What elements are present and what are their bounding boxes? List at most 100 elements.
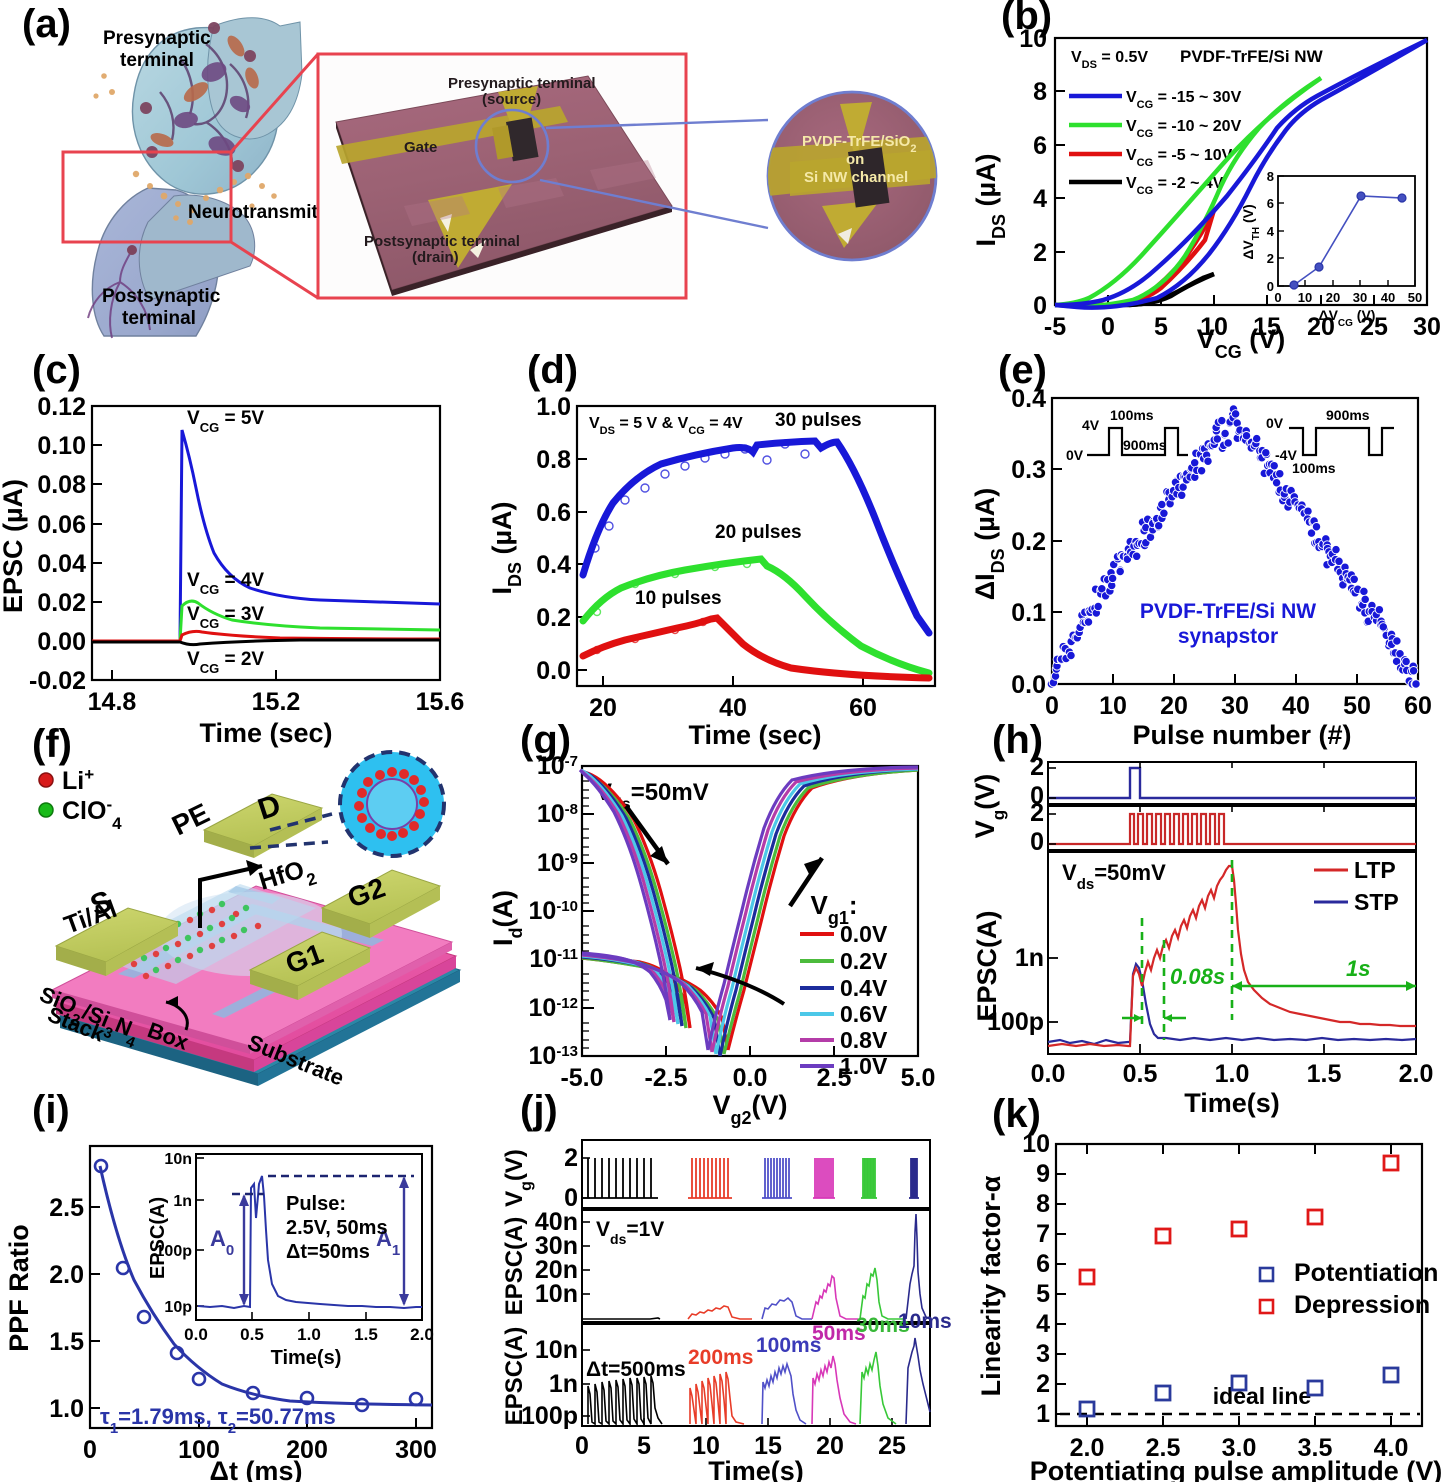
svg-text:25: 25 — [1360, 313, 1388, 341]
svg-text:10-10: 10-10 — [529, 897, 579, 925]
plot-frame — [1054, 1142, 1424, 1428]
svg-text:7: 7 — [1036, 1220, 1050, 1248]
x-axis-label: Potentiating pulse amplitude (V) — [1030, 1456, 1443, 1482]
annotation-30-pulses: 30 pulses — [775, 410, 862, 431]
svg-text:0.06: 0.06 — [37, 511, 86, 539]
inset-pulse-right: 0V -4V 100ms 900ms — [1266, 407, 1394, 476]
svg-text:3: 3 — [1036, 1340, 1050, 1368]
label-30ms: 30ms — [856, 1314, 910, 1337]
y-axis-label: ΔIDS (µA) — [970, 488, 1008, 600]
presynaptic-label-line1: Presynaptic — [103, 28, 211, 49]
svg-text:3.0: 3.0 — [1222, 1434, 1257, 1462]
svg-text:25: 25 — [878, 1432, 906, 1460]
box-arrow — [165, 996, 189, 1031]
y-axis-label: IDS (µA) — [487, 501, 525, 594]
data-curves — [92, 429, 441, 647]
note-line-2: synapstor — [1178, 625, 1278, 648]
epsc-linear-ticks — [582, 1221, 590, 1295]
annotation-1s: 1s — [1346, 956, 1370, 981]
svg-text:1.5: 1.5 — [49, 1328, 84, 1356]
inset-a0-label: A0 — [210, 1226, 234, 1259]
epsc-ytick-labels: 1n 100p — [987, 944, 1044, 1036]
svg-text:50: 50 — [1343, 692, 1371, 720]
legend-label-0: VCG = -15 ~ 30V — [1126, 89, 1242, 111]
legend-label-2: 0.4V — [840, 975, 888, 1001]
annotation-0-08s: 0.08s — [1170, 964, 1225, 989]
stp-ytick-labels: 20 — [1030, 753, 1044, 810]
label-500ms: Δt=500ms — [586, 1358, 686, 1381]
legend-label-5: 1.0V — [840, 1053, 888, 1079]
label-200ms: 200ms — [688, 1346, 753, 1369]
potentiation-markers — [1078, 1366, 1400, 1418]
x-ticks — [111, 670, 441, 680]
inset-right-width-label: 100ms — [1292, 460, 1336, 476]
x-ticks — [89, 1418, 417, 1428]
panel-d-chart: 0.0 0.2 0.4 0.6 0.8 1.0 20 40 60 IDS (µA) Time… — [487, 393, 937, 750]
svg-text:0.0: 0.0 — [1011, 671, 1046, 699]
svg-text:-5.0: -5.0 — [560, 1064, 603, 1092]
panel-h-label: (h) — [992, 718, 1044, 762]
svg-text:6: 6 — [1033, 132, 1047, 160]
y-axis-label: PPF Ratio — [4, 1224, 34, 1352]
panel-i-label: (i) — [32, 1088, 70, 1132]
svg-text:2.5: 2.5 — [1146, 1434, 1181, 1462]
svg-text:-5: -5 — [1044, 313, 1066, 341]
device-photo: Presynaptic terminal (source) Gate Posts… — [316, 52, 688, 300]
stp-pulse-trace — [1048, 766, 1416, 800]
clo4-ion-label: ClO-4 — [62, 795, 122, 833]
svg-text:60: 60 — [849, 694, 877, 722]
svg-text:30: 30 — [1413, 313, 1441, 341]
ltp-ytick-labels: 20 — [1030, 799, 1044, 856]
panel-c-label: (c) — [32, 348, 81, 392]
annotation-3v: VCG = 3V — [187, 604, 264, 631]
svg-text:8: 8 — [1267, 169, 1274, 184]
ytick-100p: 100p — [987, 1008, 1044, 1036]
x-axis-label: Time (sec) — [199, 718, 332, 748]
svg-text:0.1: 0.1 — [1011, 599, 1046, 627]
panel-a-schematic: Presynaptic terminal Neurotransmitter Po… — [61, 17, 938, 339]
svg-text:1.0: 1.0 — [297, 1325, 321, 1344]
depression-markers — [1078, 1154, 1400, 1286]
y-axis-label: Linearity factor-α — [976, 1175, 1006, 1396]
svg-text:0.0: 0.0 — [184, 1325, 208, 1344]
vg-ytick-labels: 2 0 — [564, 1144, 578, 1212]
svg-text:100p: 100p — [521, 1402, 578, 1430]
inset-left-high-label: 4V — [1082, 417, 1100, 433]
svg-text:2.0: 2.0 — [49, 1261, 84, 1289]
ltp-epsc-trace — [1047, 864, 1416, 1048]
panel-e-chart: 0.0 0.1 0.2 0.3 0.4 0 10 20 30 40 50 60 ΔIDS (µA… — [970, 385, 1432, 750]
inset-pulse-left: 0V 4V 100ms 900ms — [1066, 407, 1188, 463]
zoom-connector-lines — [229, 53, 320, 300]
panel-g-label: (g) — [520, 718, 572, 762]
svg-text:3.5: 3.5 — [1298, 1434, 1333, 1462]
zoom-inset-label-1: PVDF-TrFE/SiO2 — [802, 133, 916, 155]
svg-text:20: 20 — [1326, 290, 1340, 305]
svg-text:1: 1 — [1036, 1400, 1050, 1428]
svg-text:5: 5 — [1154, 313, 1168, 341]
svg-text:0: 0 — [575, 1432, 589, 1460]
svg-text:40n: 40n — [535, 1208, 578, 1236]
data-markers — [590, 439, 810, 655]
x-axis-label: Δt (ms) — [210, 1456, 303, 1482]
svg-text:0: 0 — [1274, 290, 1281, 305]
panel-g-chart: 10-7 10-8 10-9 10-10 10-11 10-12 10-13 -… — [488, 752, 935, 1128]
panel-i: (i) 1.0 1.5 2.0 2.5 0 100 200 300 PPF Ratio Δt… — [0, 1088, 500, 1482]
svg-text:5.0: 5.0 — [901, 1064, 936, 1092]
vg-pulse-trains — [582, 1158, 919, 1199]
y-axis-label: IDS (µA) — [971, 153, 1009, 246]
fit-note: τ1=1.79ms, τ2=50.77ms — [100, 1404, 336, 1437]
ideal-line-label: ideal line — [1213, 1383, 1311, 1409]
svg-text:0: 0 — [564, 1184, 578, 1212]
inset-left-width-label: 100ms — [1110, 407, 1154, 423]
svg-text:0: 0 — [1045, 692, 1059, 720]
svg-text:1.5: 1.5 — [1307, 1060, 1342, 1088]
svg-text:0.5: 0.5 — [240, 1325, 264, 1344]
x-axis-label: Pulse number (#) — [1132, 720, 1351, 750]
legend-label-potentiation: Potentiation — [1294, 1259, 1438, 1287]
svg-text:0.8: 0.8 — [536, 446, 571, 474]
inset-right-gap-label: 900ms — [1326, 407, 1370, 423]
panel-c-chart: -0.02 0.00 0.02 0.04 0.06 0.08 0.10 0.12 14.8… — [0, 393, 464, 748]
panel-e: (e) 0.0 0.1 0.2 0.3 0.4 0 10 20 30 40 50 60 ΔIDS… — [970, 348, 1450, 750]
condition-label: VDS = 5 V & VCG = 4V — [589, 415, 743, 437]
